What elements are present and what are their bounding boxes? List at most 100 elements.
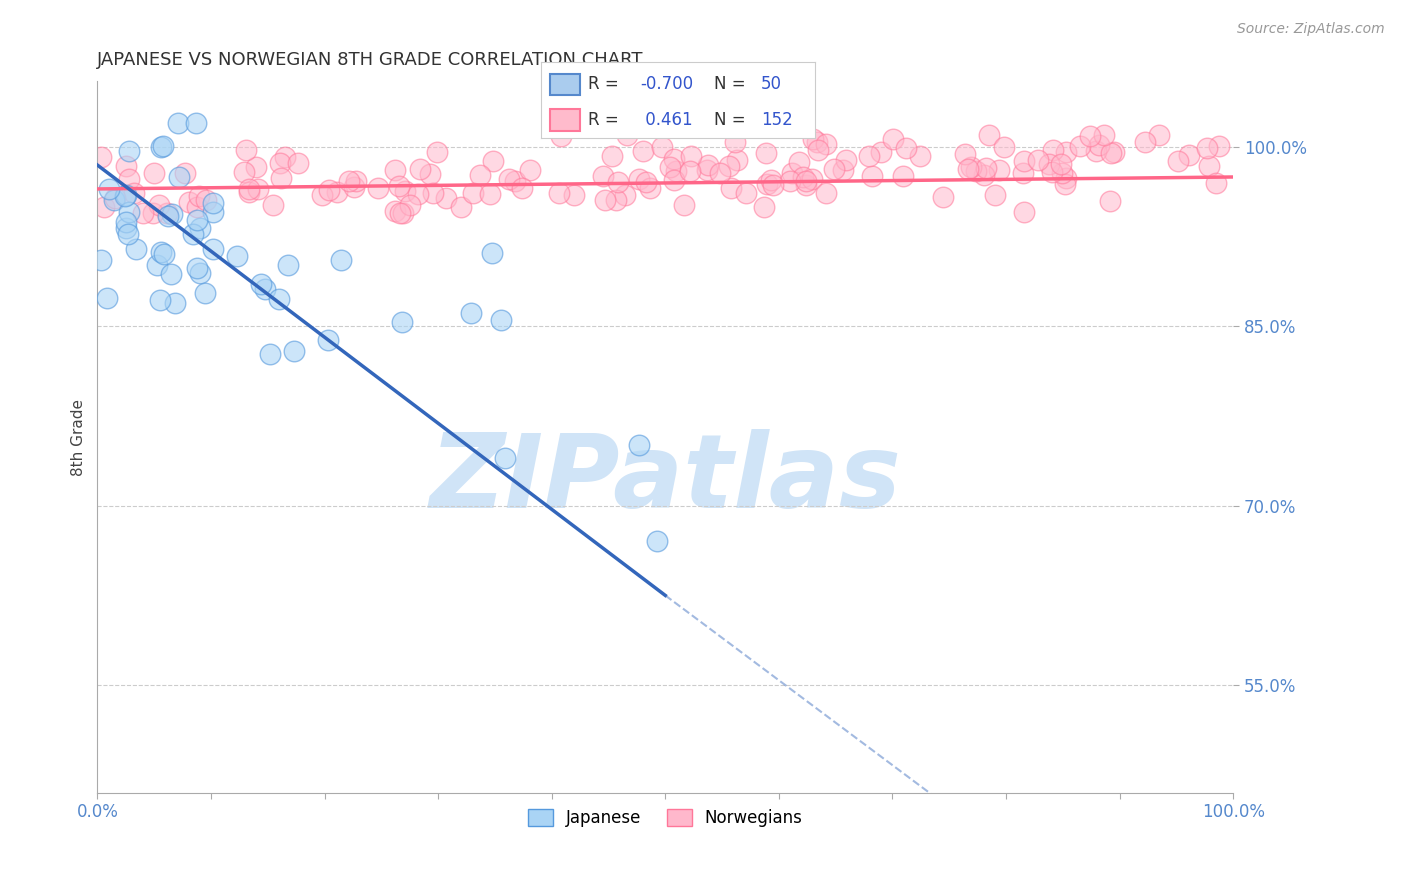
Point: [1092, 128, 1115, 143]
Point: [988, 162, 1011, 177]
Point: [651, 140, 673, 154]
Point: [450, 200, 472, 214]
Point: [389, 206, 412, 220]
Point: [274, 150, 297, 164]
Point: [725, 153, 748, 167]
Point: [882, 132, 904, 146]
Text: JAPANESE VS NORWEGIAN 8TH GRADE CORRELATION CHART: JAPANESE VS NORWEGIAN 8TH GRADE CORRELAT…: [97, 51, 644, 69]
Point: [718, 160, 741, 174]
Point: [794, 174, 817, 188]
Text: ZIPatlas: ZIPatlas: [429, 429, 901, 530]
Point: [316, 334, 339, 348]
Point: [117, 227, 139, 242]
Point: [908, 149, 931, 163]
Point: [679, 164, 702, 178]
Point: [163, 295, 186, 310]
Point: [780, 166, 803, 180]
Bar: [550, 74, 579, 95]
Point: [1195, 141, 1218, 155]
Point: [181, 227, 204, 242]
Point: [426, 145, 449, 160]
Point: [97, 182, 120, 196]
Point: [399, 198, 422, 212]
Point: [1099, 145, 1122, 160]
Point: [434, 191, 457, 205]
Point: [153, 247, 176, 261]
Point: [481, 154, 503, 169]
Bar: [550, 110, 579, 130]
Point: [803, 132, 825, 146]
Point: [965, 164, 987, 178]
Point: [259, 347, 281, 361]
Point: [510, 181, 533, 195]
Legend: Japanese, Norwegians: Japanese, Norwegians: [522, 803, 810, 834]
Point: [779, 174, 801, 188]
Point: [142, 166, 165, 180]
Text: 0.461: 0.461: [640, 112, 693, 129]
Point: [613, 188, 636, 202]
Point: [814, 186, 837, 200]
Point: [1053, 178, 1076, 192]
Point: [627, 172, 650, 186]
Point: [162, 206, 184, 220]
Point: [974, 161, 997, 175]
Point: [149, 293, 172, 307]
Point: [593, 193, 616, 207]
Point: [186, 212, 208, 227]
Point: [870, 145, 893, 160]
Point: [160, 268, 183, 282]
Point: [960, 161, 983, 175]
Point: [1054, 170, 1077, 185]
Point: [186, 260, 208, 275]
Point: [633, 145, 655, 159]
Point: [756, 177, 779, 191]
Point: [724, 135, 747, 149]
Point: [600, 149, 623, 163]
Point: [762, 178, 785, 193]
Point: [283, 344, 305, 359]
Point: [201, 205, 224, 219]
Point: [494, 451, 516, 466]
Point: [1054, 145, 1077, 159]
Point: [150, 244, 173, 259]
Point: [184, 116, 207, 130]
Point: [1167, 153, 1189, 168]
Point: [148, 198, 170, 212]
Point: [468, 168, 491, 182]
Point: [1038, 157, 1060, 171]
Point: [562, 188, 585, 202]
Point: [118, 205, 141, 219]
Point: [1011, 166, 1033, 180]
Point: [1099, 194, 1122, 209]
Point: [983, 188, 1005, 202]
Point: [858, 149, 880, 163]
Y-axis label: 8th Grade: 8th Grade: [72, 399, 86, 475]
Point: [1135, 135, 1157, 149]
Point: [993, 140, 1015, 154]
Point: [973, 169, 995, 183]
Point: [391, 315, 413, 329]
Point: [759, 172, 782, 186]
Point: [592, 169, 614, 184]
Point: [344, 174, 367, 188]
Point: [498, 171, 520, 186]
Point: [146, 258, 169, 272]
Point: [201, 195, 224, 210]
Point: [735, 186, 758, 200]
Point: [238, 181, 260, 195]
Point: [696, 163, 718, 178]
Point: [1178, 148, 1201, 162]
Point: [894, 141, 917, 155]
Text: 152: 152: [761, 112, 793, 129]
Point: [250, 277, 273, 291]
Point: [270, 171, 292, 186]
Text: Source: ZipAtlas.com: Source: ZipAtlas.com: [1237, 22, 1385, 37]
Point: [233, 165, 256, 179]
Point: [188, 266, 211, 280]
Point: [1102, 145, 1125, 159]
Point: [177, 194, 200, 209]
Point: [384, 204, 406, 219]
Point: [645, 533, 668, 548]
Point: [311, 188, 333, 202]
Point: [150, 139, 173, 153]
